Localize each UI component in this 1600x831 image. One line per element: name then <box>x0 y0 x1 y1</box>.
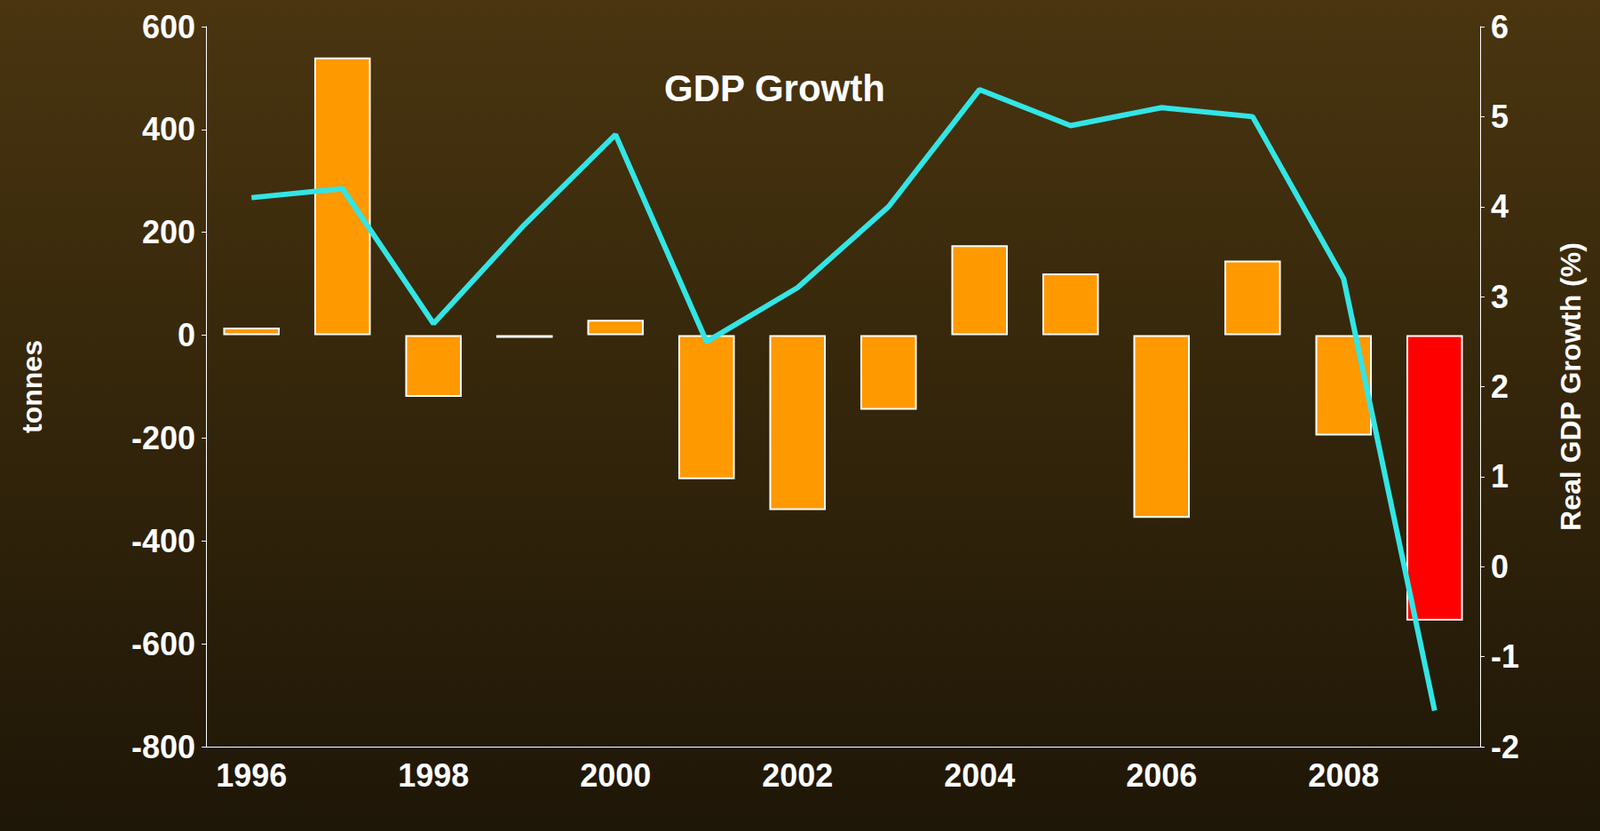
svg-text:5: 5 <box>1490 98 1509 135</box>
svg-text:-400: -400 <box>131 522 196 560</box>
svg-text:1: 1 <box>1490 458 1509 495</box>
svg-text:3: 3 <box>1490 278 1509 316</box>
svg-text:-200: -200 <box>131 419 196 457</box>
svg-text:400: 400 <box>142 110 196 148</box>
svg-text:tonnes: tonnes <box>15 340 48 434</box>
svg-text:2000: 2000 <box>579 757 651 794</box>
svg-text:1998: 1998 <box>397 757 469 794</box>
svg-text:0: 0 <box>177 316 196 354</box>
svg-text:-1: -1 <box>1490 638 1520 675</box>
svg-text:200: 200 <box>142 213 196 251</box>
svg-text:600: 600 <box>142 8 196 46</box>
svg-text:2: 2 <box>1490 368 1509 405</box>
svg-text:-2: -2 <box>1490 728 1520 766</box>
svg-text:2008: 2008 <box>1307 757 1379 794</box>
svg-text:2006: 2006 <box>1125 757 1197 794</box>
svg-text:6: 6 <box>1490 8 1509 46</box>
svg-text:0: 0 <box>1490 548 1509 586</box>
svg-text:2002: 2002 <box>761 757 833 794</box>
svg-text:-800: -800 <box>131 728 196 766</box>
svg-text:2004: 2004 <box>943 757 1015 794</box>
svg-text:Real GDP Growth (%): Real GDP Growth (%) <box>1554 242 1587 531</box>
svg-text:4: 4 <box>1490 188 1509 225</box>
svg-text:1996: 1996 <box>215 757 287 794</box>
svg-text:GDP Growth: GDP Growth <box>664 67 886 110</box>
svg-text:-600: -600 <box>131 625 196 663</box>
